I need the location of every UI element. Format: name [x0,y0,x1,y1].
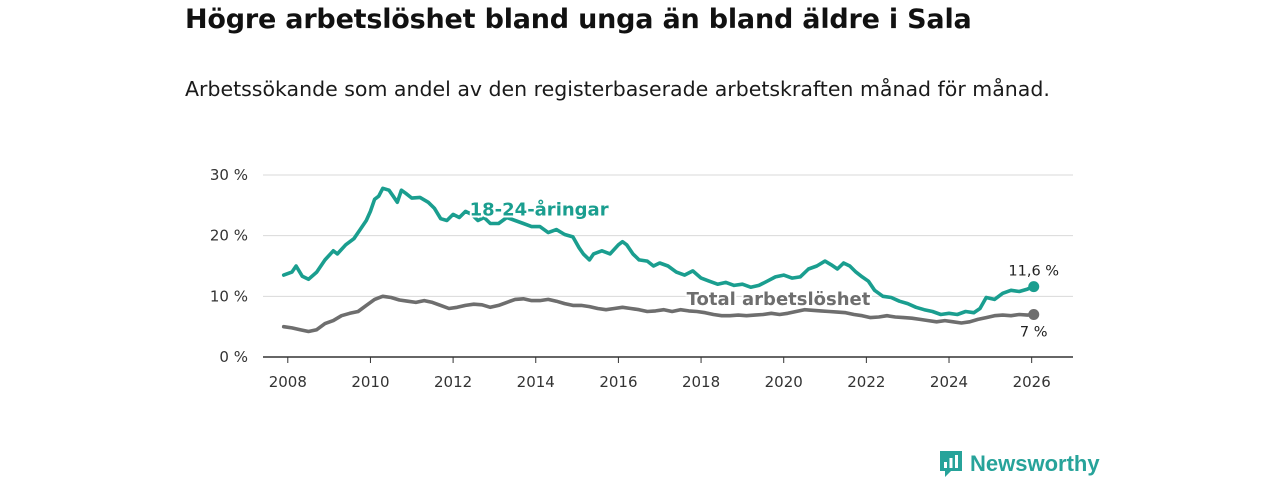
series-line-1 [281,294,1036,334]
x-tick-label-2018: 2018 [682,373,720,391]
series-line-0 [281,186,1036,317]
x-axis: 2008 2010 2012 2014 2016 2018 2020 2022 2024 2026 [263,356,1073,391]
series-lines [281,186,1040,334]
x-tick-label-2010: 2010 [351,373,389,391]
newsworthy-logo: Newsworthy [938,449,1100,479]
end-label-18-24: 11,6 % [1008,264,1059,280]
x-tick-label-2022: 2022 [847,373,885,391]
series-end-point-1 [1028,309,1040,321]
series-end-point-0 [1028,281,1040,293]
end-label-total: 7 % [1020,325,1048,341]
x-tick-label-2020: 2020 [765,373,803,391]
newsworthy-logo-icon [940,451,962,477]
x-tick-label-2024: 2024 [930,373,968,391]
y-axis-ticks: 0 % 10 % 20 % 30 % [210,166,248,366]
x-tick-label-2012: 2012 [434,373,472,391]
y-tick-label-10: 10 % [210,287,248,305]
line-chart: 0 % 10 % 20 % 30 % 2008 2010 2012 2014 2016 2018… [210,166,1073,391]
y-tick-label-20: 20 % [210,227,248,245]
grid-lines [263,174,1073,297]
y-tick-label-0: 0 % [219,348,248,366]
chart-title: Högre arbetslöshet bland unga än bland ä… [185,4,972,35]
y-tick-label-30: 30 % [210,166,248,184]
x-tick-label-2014: 2014 [517,373,555,391]
x-tick-label-2016: 2016 [599,373,637,391]
series-labels: 18-24-åringar Total arbetslöshet 11,6 % 7 % [468,197,1059,341]
series-label-0: 18-24-åringar [470,199,609,221]
x-tick-label-2026: 2026 [1013,373,1051,391]
series-label-1: Total arbetslöshet [687,289,871,310]
chart-subtitle: Arbetssökande som andel av den registerb… [185,77,1050,101]
brand-name: Newsworthy [970,451,1100,476]
x-tick-label-2008: 2008 [269,373,307,391]
